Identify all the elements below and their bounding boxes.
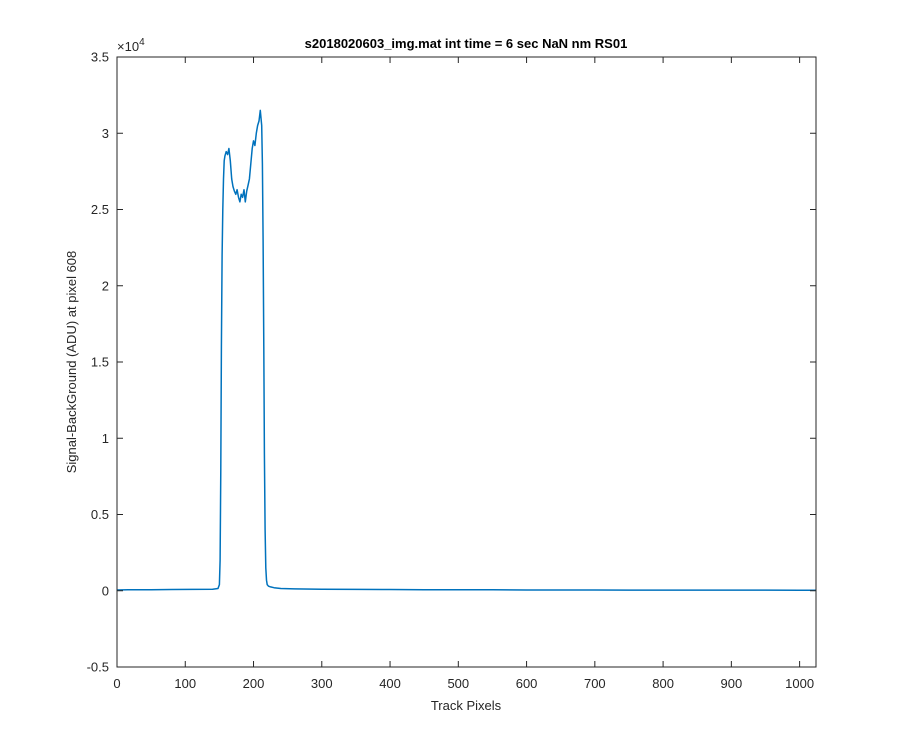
x-tick-label: 100	[174, 676, 196, 691]
x-tick-label: 900	[721, 676, 743, 691]
x-tick-label: 500	[447, 676, 469, 691]
x-tick-label: 700	[584, 676, 606, 691]
y-exponent-power: 4	[139, 37, 145, 48]
series-line-0	[116, 109, 816, 592]
axes-background	[117, 57, 816, 667]
x-tick-label: 800	[652, 676, 674, 691]
y-tick-labels: -0.5 0 0.5 1 1.5 2 2.5 3 3.5	[87, 50, 109, 675]
x-tick-label: 400	[379, 676, 401, 691]
y-axis-label: Signal-BackGround (ADU) at pixel 608	[64, 251, 79, 474]
x-tick-label: 600	[516, 676, 538, 691]
y-tick-label: 3	[102, 126, 109, 141]
y-tick-label: 0	[102, 583, 109, 598]
y-tick-label: -0.5	[87, 660, 109, 675]
y-tick-label: 0.5	[91, 507, 109, 522]
plot-area	[116, 56, 817, 668]
y-tick-label: 2.5	[91, 202, 109, 217]
x-tick-label: 200	[243, 676, 265, 691]
x-tick-label: 1000	[785, 676, 814, 691]
y-tick-label: 3.5	[91, 50, 109, 65]
x-axis-label: Track Pixels	[431, 698, 502, 713]
y-tick-label: 2	[102, 278, 109, 293]
chart-title: s2018020603_img.mat int time = 6 sec NaN…	[305, 36, 628, 51]
y-tick-label: 1.5	[91, 355, 109, 370]
y-tick-label: 1	[102, 431, 109, 446]
x-tick-label: 0	[113, 676, 120, 691]
x-tick-labels: 0 100 200 300 400 500 600 700 800 900 1000	[113, 676, 814, 691]
x-tick-label: 300	[311, 676, 333, 691]
y-exponent-label: ×104	[117, 37, 145, 54]
